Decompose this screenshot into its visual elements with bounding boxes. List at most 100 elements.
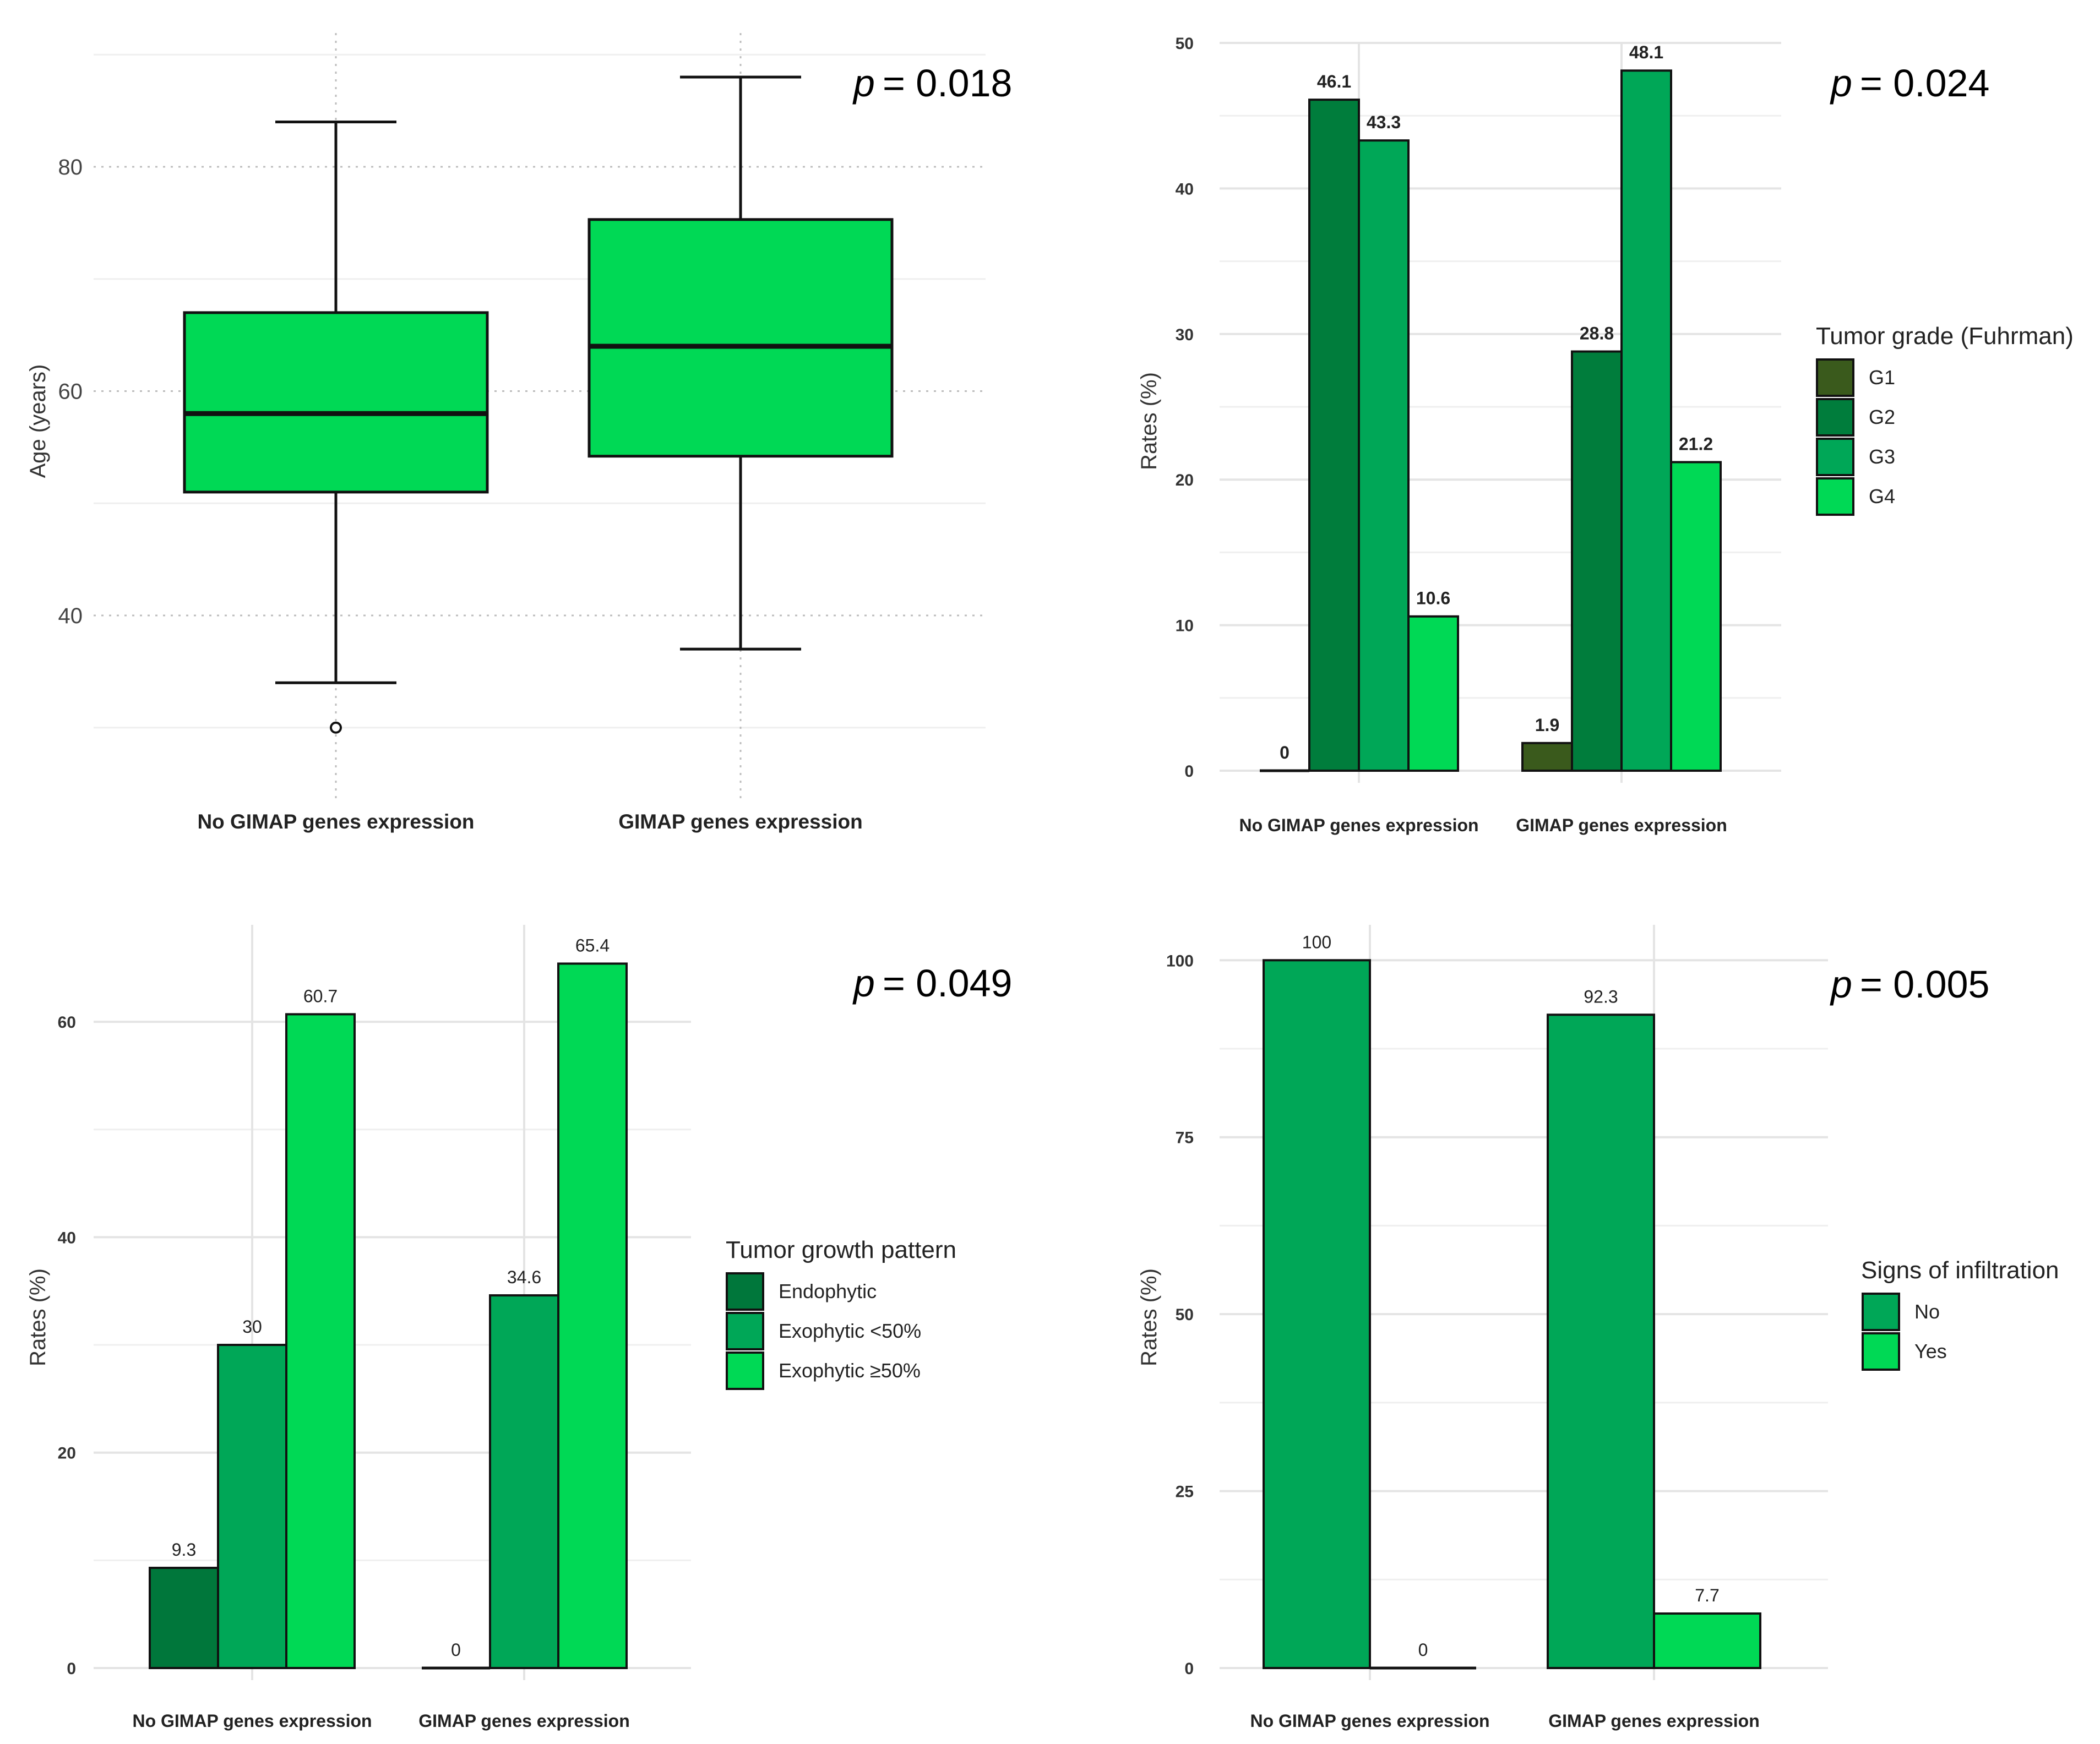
grade-bar-3-1 (1670, 461, 1722, 772)
grade-y-tick-10: 10 (1176, 617, 1194, 635)
grade-legend: Tumor grade (Fuhrman) G1 G2 G3 G4 (1816, 323, 2074, 516)
growth-data-label-2-0: 60.7 (303, 986, 338, 1006)
infiltration-x-label-no-gimap: No GIMAP genes expression (1250, 1711, 1489, 1731)
growth-legend-key-2 (726, 1351, 764, 1390)
panel-age: 40 60 80 Age (years) No GIMAP genes expres… (26, 33, 1012, 833)
growth-data-label-0-1: 0 (451, 1640, 461, 1660)
age-y-tick-40: 40 (58, 604, 83, 628)
grade-legend-title: Tumor grade (Fuhrman) (1816, 323, 2074, 350)
infiltration-y-axis-label: Rates (%) (1137, 1268, 1161, 1366)
growth-p-letter: p (852, 962, 875, 1005)
growth-legend-key-1 (726, 1312, 764, 1350)
growth-legend-label-0: Endophytic (779, 1280, 877, 1302)
grade-bar-2-1 (1620, 69, 1672, 772)
panel-grade: 0 1.9 46.1 28.8 43.3 48.1 10.6 21.2 0 10 20 30 40 50… (1137, 35, 2074, 835)
infil-bar-1-1 (1653, 1612, 1761, 1669)
age-y-tick-80: 80 (58, 155, 83, 179)
grade-data-label-3-1: 21.2 (1679, 434, 1713, 454)
infil-y-tick-0: 0 (1184, 1660, 1194, 1678)
grade-bar-0-1 (1521, 742, 1573, 772)
age-p-number: = 0.018 (883, 62, 1013, 105)
grade-legend-label-0: G1 (1869, 366, 1895, 389)
grade-legend-key-3 (1816, 477, 1854, 516)
growth-legend: Tumor growth pattern Endophytic Exophytic… (726, 1236, 956, 1390)
age-x-label-no-gimap: No GIMAP genes expression (197, 810, 474, 833)
infiltration-legend: Signs of infiltration No Yes (1861, 1257, 2059, 1371)
growth-data-label-1-0: 30 (242, 1317, 262, 1337)
growth-legend-key-0 (726, 1272, 764, 1311)
growth-x-label-no-gimap: No GIMAP genes expression (132, 1711, 372, 1731)
grade-x-label-gimap: GIMAP genes expression (1516, 815, 1727, 835)
grade-legend-label-1: G2 (1869, 406, 1895, 428)
infil-legend-label-0: No (1914, 1300, 1940, 1323)
panel-growth: 9.3 0 30 34.6 60.7 65.4 0 20 40 60 Rates (%) No … (26, 925, 1012, 1731)
growth-legend-label-1: Exophytic <50% (779, 1320, 921, 1342)
infil-data-label-1-1: 7.7 (1695, 1585, 1719, 1605)
infil-legend-key-0 (1862, 1293, 1900, 1331)
age-boxes (183, 75, 894, 734)
growth-p-value: p = 0.049 (852, 962, 1012, 1005)
grade-data-label-1-1: 28.8 (1580, 324, 1614, 344)
grade-x-label-no-gimap: No GIMAP genes expression (1239, 815, 1478, 835)
grade-y-tick-20: 20 (1176, 471, 1194, 489)
age-y-axis-label: Age (years) (26, 364, 50, 478)
grade-y-tick-50: 50 (1176, 35, 1194, 53)
grade-y-ticks: 0 10 20 30 40 50 (1176, 35, 1194, 781)
panel-infiltration: 100 92.3 0 7.7 0 25 50 75 100 Rates (%) No GIMA… (1137, 925, 2059, 1731)
infiltration-p-letter: p (1830, 963, 1852, 1006)
grade-data-label-2-0: 43.3 (1367, 112, 1401, 132)
grade-bar-1-1 (1571, 350, 1623, 772)
grade-p-number: = 0.024 (1860, 62, 1990, 105)
infiltration-p-value: p = 0.005 (1830, 963, 1989, 1006)
age-grid (94, 33, 986, 798)
infil-data-label-0-1: 92.3 (1584, 987, 1618, 1006)
grade-bar-3-0 (1407, 615, 1459, 772)
growth-bar-1-0 (217, 1344, 287, 1669)
infil-y-tick-50: 50 (1176, 1306, 1194, 1324)
infiltration-legend-title: Signs of infiltration (1861, 1257, 2059, 1284)
grade-y-tick-0: 0 (1184, 762, 1194, 781)
growth-data-label-2-1: 65.4 (575, 935, 610, 955)
growth-y-ticks: 0 20 40 60 (58, 1013, 76, 1678)
growth-bar-0-0 (149, 1567, 219, 1669)
growth-legend-title: Tumor growth pattern (726, 1236, 956, 1263)
infiltration-p-number: = 0.005 (1860, 963, 1990, 1006)
infil-y-tick-25: 25 (1176, 1483, 1194, 1501)
infil-y-tick-75: 75 (1176, 1129, 1194, 1147)
infiltration-bars: 100 92.3 0 7.7 (1263, 932, 1761, 1670)
grade-legend-key-2 (1816, 438, 1854, 476)
age-outlier-0-0 (330, 721, 342, 734)
growth-y-tick-0: 0 (67, 1660, 76, 1678)
growth-bars: 9.3 0 30 34.6 60.7 65.4 (149, 935, 628, 1670)
growth-data-label-1-1: 34.6 (507, 1267, 541, 1287)
infil-bar-0-0 (1263, 959, 1371, 1669)
grade-legend-label-2: G3 (1869, 445, 1895, 468)
infil-bar-0-1 (1547, 1013, 1655, 1669)
grade-bars: 0 1.9 46.1 28.8 43.3 48.1 10.6 21.2 (1260, 42, 1722, 772)
infiltration-x-label-gimap: GIMAP genes expression (1548, 1711, 1760, 1731)
growth-legend-label-2: Exophytic ≥50% (779, 1359, 921, 1382)
growth-y-axis-label: Rates (%) (26, 1268, 50, 1366)
infil-legend-key-1 (1862, 1332, 1900, 1371)
age-p-value: p = 0.018 (852, 62, 1012, 105)
age-y-tick-60: 60 (58, 380, 83, 404)
grade-legend-key-0 (1816, 358, 1854, 397)
infil-legend-label-1: Yes (1914, 1340, 1947, 1362)
age-p-letter: p (852, 62, 875, 105)
grade-data-label-3-0: 10.6 (1416, 588, 1450, 608)
infil-y-tick-100: 100 (1166, 952, 1194, 970)
age-y-ticks: 40 60 80 (58, 155, 83, 628)
growth-bar-2-1 (557, 962, 628, 1669)
grade-y-tick-40: 40 (1176, 180, 1194, 198)
grade-bar-1-0 (1308, 99, 1360, 772)
age-box-1 (587, 218, 894, 458)
grade-p-value: p = 0.024 (1830, 62, 1989, 105)
growth-y-tick-20: 20 (58, 1445, 76, 1463)
grade-legend-label-3: G4 (1869, 485, 1895, 508)
growth-x-label-gimap: GIMAP genes expression (418, 1711, 630, 1731)
growth-data-label-0-0: 9.3 (172, 1540, 196, 1560)
grade-data-label-2-1: 48.1 (1629, 42, 1663, 62)
infil-data-label-0-0: 100 (1302, 932, 1331, 952)
growth-bar-2-0 (285, 1013, 356, 1669)
infil-data-label-1-0: 0 (1418, 1640, 1428, 1660)
